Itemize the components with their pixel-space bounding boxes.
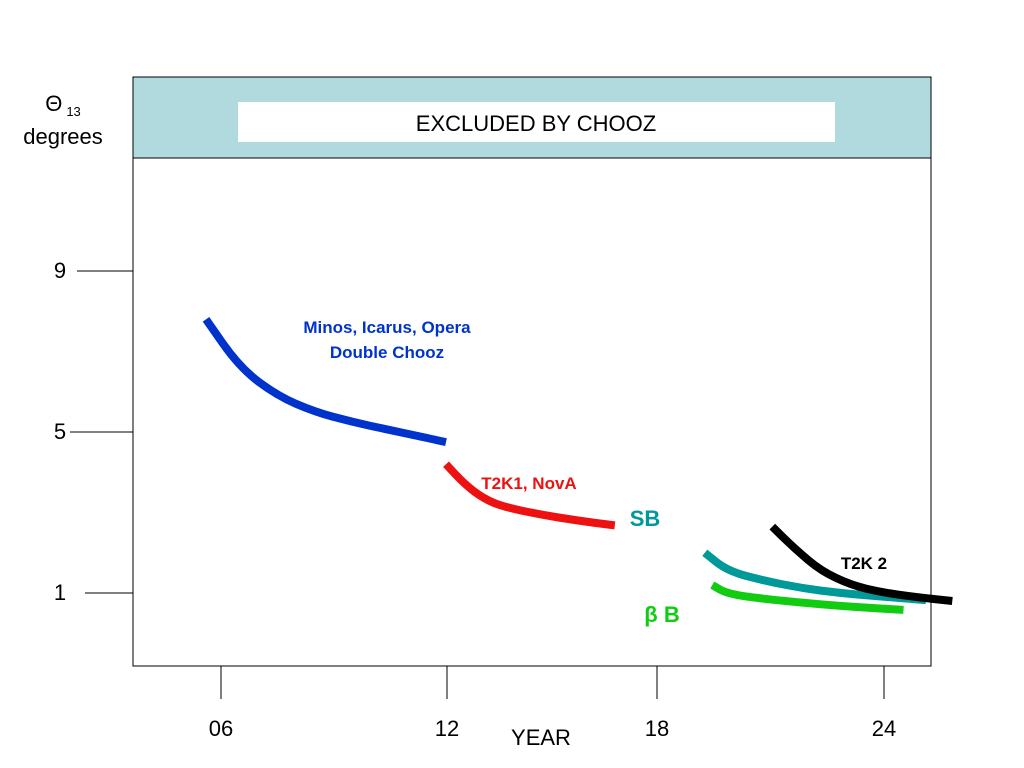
- series-line-3: [710, 581, 904, 614]
- series-line-2: [702, 549, 927, 605]
- series-labels: Minos, Icarus, Opera Double Chooz T2K1, No…: [303, 318, 887, 627]
- series-group: [202, 317, 953, 614]
- series-label-4-0: T2K 2: [841, 554, 887, 573]
- series-line-0: [202, 317, 447, 447]
- series-label-0-0: Minos, Icarus, Opera: [303, 318, 471, 337]
- series-line-1: [443, 461, 616, 530]
- series-label-0-1: Double Chooz: [330, 343, 444, 362]
- x-tick-label-18: 18: [645, 716, 669, 741]
- excluded-label-box: [238, 102, 835, 142]
- y-axis-symbol: Θ: [45, 91, 63, 116]
- x-tick-label-12: 12: [435, 716, 459, 741]
- y-axis-symbol-line: Θ 13: [8, 92, 118, 124]
- x-tick-label-24: 24: [872, 716, 896, 741]
- series-label-3-0: β B: [644, 602, 679, 627]
- y-axis-label: Θ 13 degrees: [8, 92, 118, 150]
- series-label-2-0: SB: [630, 506, 661, 531]
- series-label-1-0: T2K1, NovA: [481, 474, 576, 493]
- y-ticks: 9 5 1: [54, 258, 133, 605]
- x-tick-label-06: 06: [209, 716, 233, 741]
- y-tick-label-1: 1: [54, 580, 66, 605]
- y-axis-unit: degrees: [23, 124, 103, 150]
- y-axis-subscript: 13: [66, 104, 81, 120]
- series-line-4: [769, 523, 953, 605]
- x-axis-label: YEAR: [511, 725, 571, 750]
- excluded-label: EXCLUDED BY CHOOZ: [416, 111, 656, 136]
- y-tick-label-9: 9: [54, 258, 66, 283]
- plot-frame: [132, 76, 932, 667]
- x-ticks: 06 12 18 24: [209, 666, 896, 741]
- y-tick-label-5: 5: [54, 419, 66, 444]
